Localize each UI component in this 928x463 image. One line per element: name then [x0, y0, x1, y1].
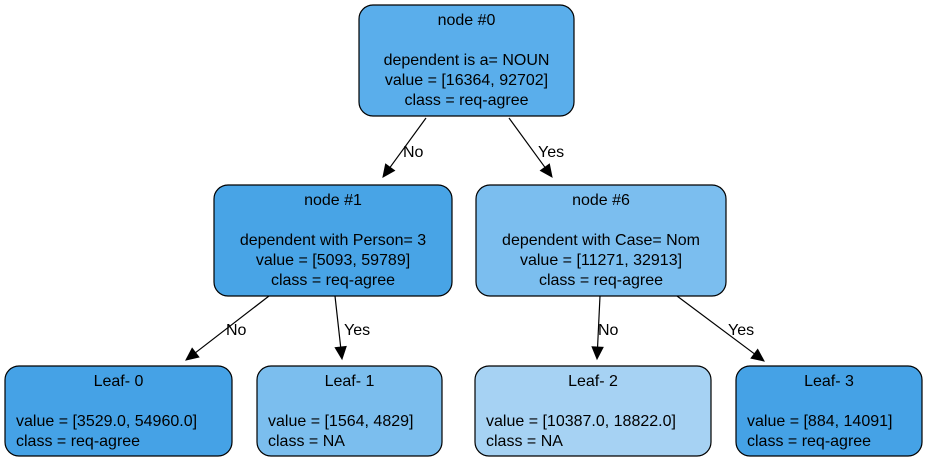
leaf-l2: Leaf- 2 value = [10387.0, 18822.0] class =…	[474, 365, 712, 457]
node-line: value = [3529.0, 54960.0]	[16, 413, 197, 430]
node-line: class = req-agree	[16, 433, 140, 450]
node-line: class = NA	[486, 433, 563, 450]
edge-line	[508, 117, 546, 168]
arrowhead-icon	[185, 347, 200, 361]
node-title: node #0	[438, 12, 496, 29]
arrowhead-icon	[750, 348, 765, 362]
node-box	[4, 365, 233, 457]
edge-label: Yes	[728, 322, 754, 339]
edge-n6-l2: No	[591, 295, 619, 361]
node-title: Leaf- 0	[94, 373, 144, 390]
node-line: value = [11271, 32913]	[520, 252, 682, 269]
edge-line	[195, 295, 270, 354]
node-line: class = req-agree	[539, 272, 663, 289]
node-line: class = req-agree	[271, 272, 395, 289]
nodes-layer: node #0 dependent is a= NOUN value = [1636…	[4, 4, 923, 457]
node-line: dependent with Case= Nom	[502, 232, 700, 249]
edge-label: No	[226, 322, 247, 339]
node-title: node #1	[304, 192, 362, 209]
node-line: class = req-agree	[404, 92, 528, 109]
node-title: node #6	[572, 192, 630, 209]
node-title: Leaf- 2	[568, 373, 618, 390]
node-title: Leaf- 1	[325, 373, 375, 390]
node-n0: node #0 dependent is a= NOUN value = [1636…	[358, 4, 575, 117]
node-line: class = req-agree	[747, 433, 871, 450]
edge-label: No	[598, 322, 619, 339]
node-n6: node #6 dependent with Case= Nom value = […	[475, 184, 727, 297]
edge-line	[676, 295, 755, 355]
edge-n0-n6: Yes	[508, 117, 564, 178]
edge-label: Yes	[538, 144, 564, 161]
arrowhead-icon	[591, 346, 604, 361]
node-line: class = NA	[268, 433, 345, 450]
node-box	[474, 365, 712, 457]
edges-layer: No Yes No Yes No Yes	[185, 117, 765, 362]
node-line: dependent with Person= 3	[240, 232, 426, 249]
node-line: value = [10387.0, 18822.0]	[486, 413, 676, 430]
node-title: Leaf- 3	[804, 373, 854, 390]
edge-n6-l3: Yes	[676, 295, 765, 362]
node-line: value = [884, 14091]	[747, 413, 892, 430]
edge-label: Yes	[344, 322, 370, 339]
node-box	[475, 184, 727, 297]
edge-line	[334, 295, 342, 348]
node-box	[358, 4, 575, 117]
edge-line	[389, 117, 427, 168]
leaf-l1: Leaf- 1 value = [1564, 4829] class = NA	[256, 365, 443, 457]
node-line: dependent is a= NOUN	[384, 52, 550, 69]
arrowhead-icon	[334, 345, 347, 361]
leaf-l3: Leaf- 3 value = [884, 14091] class = req-a…	[735, 365, 923, 457]
edge-label: No	[403, 144, 424, 161]
node-box	[256, 365, 443, 457]
leaf-l0: Leaf- 0 value = [3529.0, 54960.0] class = …	[4, 365, 233, 457]
arrowhead-icon	[382, 163, 396, 178]
node-box	[213, 184, 453, 297]
edge-n0-n1: No	[382, 117, 427, 178]
node-box	[735, 365, 923, 457]
node-n1: node #1 dependent with Person= 3 value = […	[213, 184, 453, 297]
edge-n1-l0: No	[185, 295, 270, 361]
node-line: value = [5093, 59789]	[256, 252, 410, 269]
node-line: value = [1564, 4829]	[268, 413, 413, 430]
arrowhead-icon	[539, 163, 553, 178]
edge-line	[596, 295, 601, 348]
edge-n1-l1: Yes	[334, 295, 370, 361]
node-line: value = [16364, 92702]	[385, 72, 548, 89]
